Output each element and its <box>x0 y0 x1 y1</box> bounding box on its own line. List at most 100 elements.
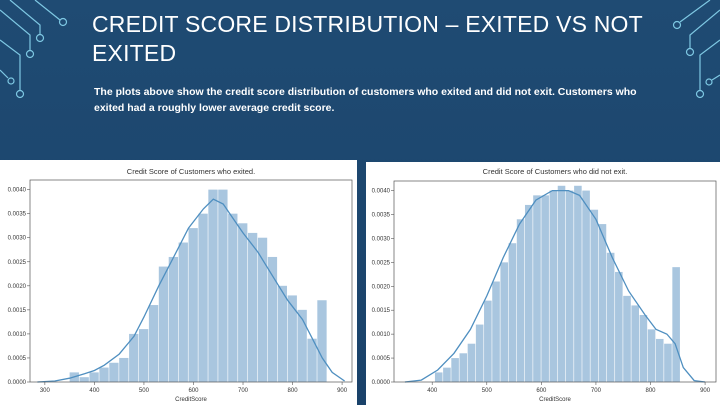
histogram-bars <box>69 189 327 382</box>
y-tick-label: 0.0030 <box>372 236 391 242</box>
histogram-bar <box>565 190 574 382</box>
y-tick-label: 0.0035 <box>8 212 27 218</box>
histogram-bar <box>148 305 159 382</box>
chart-exited-svg: Credit Score of Customers who exited. 0.0… <box>8 167 353 403</box>
histogram-bar <box>623 295 631 382</box>
x-tick-label: 400 <box>89 388 100 394</box>
x-axis-label: CreditScore <box>175 397 207 403</box>
y-tick-label: 0.0010 <box>372 332 391 338</box>
histogram-bar <box>443 367 451 382</box>
chart-title: Credit Score of Customers who did not ex… <box>483 167 628 176</box>
histogram-bar <box>129 333 139 382</box>
x-tick-label: 800 <box>288 388 299 394</box>
histogram-bar <box>109 362 119 382</box>
histogram-bar <box>451 358 459 382</box>
x-tick-label: 900 <box>337 388 348 394</box>
histogram-bar <box>267 256 278 382</box>
y-tick-label: 0.0035 <box>372 213 391 219</box>
histogram-bar <box>557 185 566 382</box>
histogram-bar <box>188 228 198 382</box>
y-tick-label: 0.0025 <box>8 260 27 266</box>
histogram-bar <box>598 224 607 382</box>
x-tick-label: 600 <box>188 388 199 394</box>
histogram-bar <box>287 295 297 382</box>
chart-not-exited-svg: Credit Score of Customers who did not ex… <box>372 167 717 403</box>
y-tick-label: 0.0015 <box>372 308 391 314</box>
y-tick-label: 0.0005 <box>8 356 27 362</box>
histogram-bar <box>208 189 218 382</box>
histogram-bar <box>317 300 327 382</box>
x-tick-label: 700 <box>238 388 249 394</box>
histogram-bar <box>238 223 248 382</box>
histogram-bar <box>516 219 525 382</box>
histogram-bar <box>484 300 492 382</box>
histogram-bar <box>168 256 179 382</box>
x-tick-label: 400 <box>427 388 438 394</box>
histogram-bar <box>582 190 590 382</box>
x-tick-label: 500 <box>139 388 150 394</box>
histogram-bar <box>218 189 228 382</box>
histogram-bar <box>631 305 639 382</box>
x-tick-label: 800 <box>646 388 657 394</box>
histogram-bar <box>119 357 129 382</box>
histogram-bar <box>672 267 680 382</box>
y-tick-label: 0.0040 <box>372 189 391 195</box>
histogram-bar <box>574 185 582 382</box>
histogram-bar <box>158 266 169 382</box>
y-tick-label: 0.0000 <box>8 380 27 386</box>
histogram-bar <box>79 377 89 382</box>
histogram-bar <box>664 343 672 382</box>
histogram-bar <box>492 281 500 382</box>
histogram-bar <box>257 237 268 382</box>
histogram-bar <box>500 262 509 382</box>
histogram-bar <box>247 232 258 382</box>
y-tick-label: 0.0040 <box>8 188 27 194</box>
histogram-bars <box>434 185 680 382</box>
x-tick-label: 300 <box>40 388 51 394</box>
histogram-bar <box>434 372 443 382</box>
histogram-bar <box>647 329 656 382</box>
y-tick-label: 0.0015 <box>8 308 27 314</box>
histogram-bar <box>307 338 317 382</box>
slide-description: The plots above show the credit score di… <box>94 86 637 114</box>
histogram-bar <box>228 213 238 382</box>
histogram-bar <box>277 285 287 382</box>
plot-frame <box>29 179 353 383</box>
chart-title: Credit Score of Customers who exited. <box>127 167 255 176</box>
y-tick-label: 0.0005 <box>372 356 391 362</box>
circuit-decoration-right <box>672 0 720 99</box>
plot-frame <box>393 180 717 383</box>
chart-exited: Credit Score of Customers who exited. 0.0… <box>0 160 357 405</box>
histogram-bar <box>198 213 208 382</box>
y-tick-label: 0.0030 <box>8 236 27 242</box>
histogram-bar <box>541 195 549 382</box>
histogram-bar <box>178 242 188 382</box>
x-tick-label: 700 <box>591 388 602 394</box>
histogram-bar <box>639 315 648 382</box>
histogram-bar <box>533 195 541 382</box>
x-tick-label: 500 <box>482 388 493 394</box>
y-tick-label: 0.0025 <box>372 260 391 266</box>
histogram-bar <box>606 252 615 382</box>
histogram-bar <box>89 372 99 382</box>
histogram-bar <box>615 271 623 382</box>
y-tick-label: 0.0010 <box>8 332 27 338</box>
x-tick-label: 600 <box>536 388 547 394</box>
histogram-bar <box>524 204 533 382</box>
kde-curve <box>404 189 706 383</box>
histogram-bar <box>549 190 558 382</box>
circuit-decoration-left <box>0 0 68 99</box>
histogram-bar <box>297 309 307 382</box>
y-tick-label: 0.0020 <box>8 284 27 290</box>
histogram-bar <box>99 367 109 382</box>
histogram-bar <box>138 329 149 382</box>
histogram-bar <box>459 353 468 382</box>
x-tick-label: 900 <box>700 388 711 394</box>
x-axis-label: CreditScore <box>539 397 571 403</box>
slide-title: CREDIT SCORE DISTRIBUTION – EXITED VS NO… <box>92 11 643 66</box>
histogram-bar <box>475 324 484 382</box>
histogram-bar <box>508 243 517 382</box>
kde-curve <box>37 198 345 383</box>
histogram-bar <box>655 338 664 382</box>
